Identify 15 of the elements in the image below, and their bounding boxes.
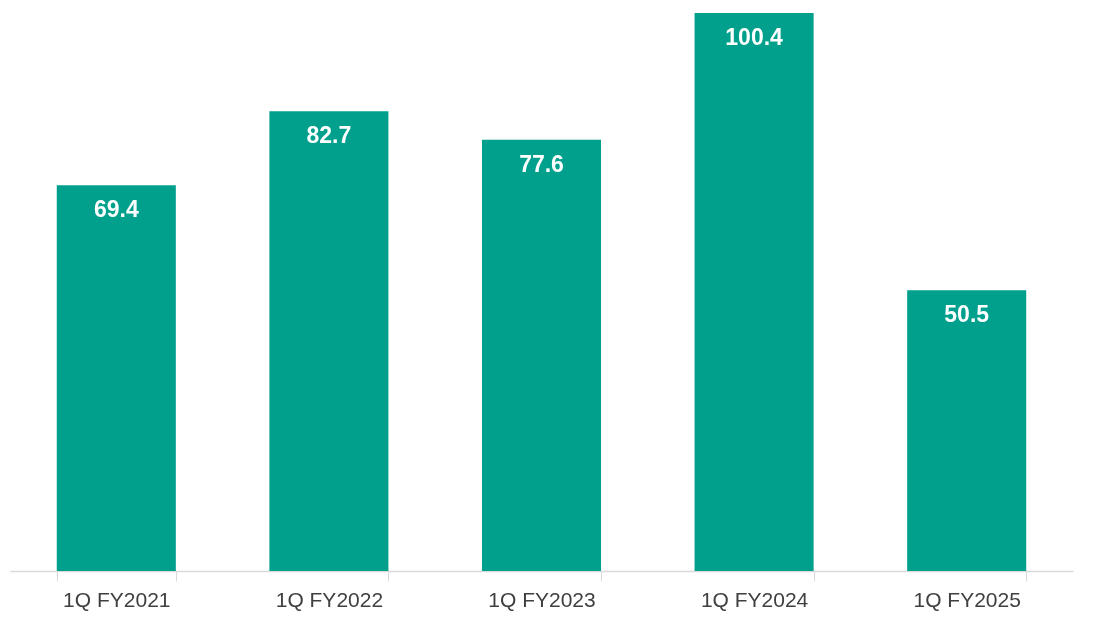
data-label: 69.4 [93,196,139,223]
bar [56,185,176,571]
x-tick-label: 1Q FY2021 [63,587,171,611]
x-tick-label: 1Q FY2022 [275,587,384,611]
data-label: 77.6 [519,150,564,177]
bar [481,139,602,571]
data-label: 82.7 [306,122,352,149]
x-tick-label: 1Q FY2023 [488,587,596,611]
bar [694,13,814,571]
bar [907,290,1027,571]
bar [269,111,389,571]
data-label: 100.4 [725,24,784,50]
x-tick-label: 1Q FY2025 [913,587,1021,611]
data-label: 50.5 [944,301,990,328]
x-tick-label: 1Q FY2024 [700,587,809,611]
